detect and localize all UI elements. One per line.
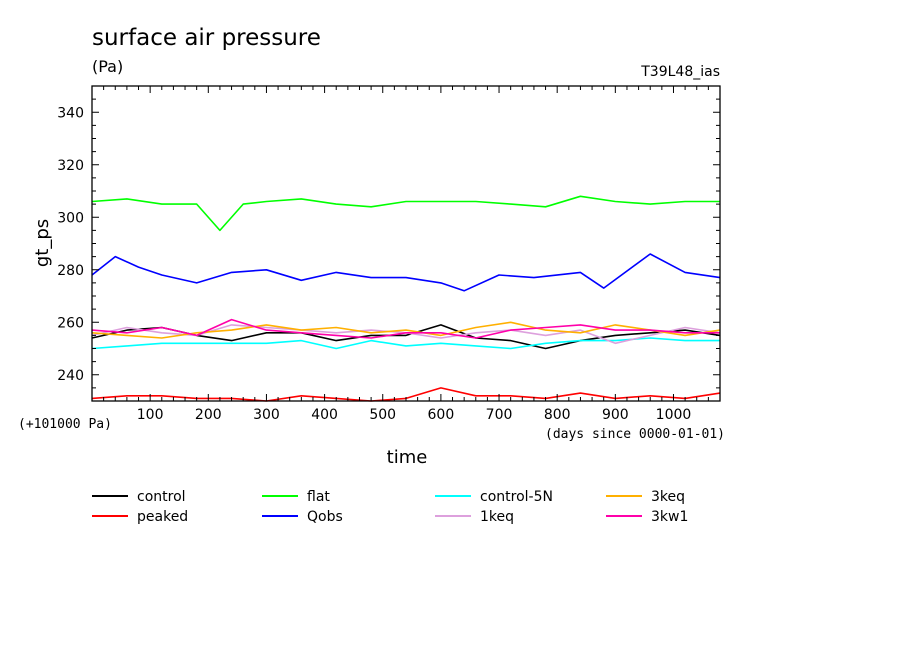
chart-title: surface air pressure xyxy=(92,25,321,51)
plot-frame xyxy=(91,85,721,402)
x-tick-label: 400 xyxy=(311,407,338,423)
x-axis-label: time xyxy=(387,447,428,468)
series-line-3kw1 xyxy=(91,318,720,339)
y-tick-label: 320 xyxy=(57,158,84,174)
series-line-3keq xyxy=(91,321,721,339)
legend-label-Qobs: Qobs xyxy=(307,509,343,525)
chart-unit-label: (Pa) xyxy=(92,57,123,76)
series-line-control xyxy=(91,324,721,350)
x-tick-label: 200 xyxy=(195,407,222,423)
legend-label-flat: flat xyxy=(307,489,330,505)
legend-label-3keq: 3keq xyxy=(651,489,685,505)
series-line-control-5N xyxy=(91,337,720,350)
legend-label-peaked: peaked xyxy=(137,509,188,525)
x-tick-label: 1000 xyxy=(656,407,692,423)
y-axis-label: gt_ps xyxy=(32,219,53,267)
experiment-label: T39L48_ias xyxy=(640,64,720,80)
y-tick-label: 240 xyxy=(57,368,84,384)
x-tick-label: 300 xyxy=(253,407,280,423)
legend: control peaked flat Qobs control-5N 1keq 3keq 3… xyxy=(92,489,688,525)
series-lines xyxy=(91,195,721,402)
legend-label-control: control xyxy=(137,489,186,505)
x-tick-label: 700 xyxy=(486,407,513,423)
y-offset-note: (+101000 Pa) xyxy=(18,417,112,432)
series-line-Qobs xyxy=(91,253,721,292)
y-tick-label: 300 xyxy=(57,210,84,226)
x-tick-label: 600 xyxy=(428,407,455,423)
x-tick-label: 900 xyxy=(602,407,629,423)
series-line-flat xyxy=(91,195,720,232)
y-tick-label: 280 xyxy=(57,263,84,279)
y-tick-label: 260 xyxy=(57,315,84,331)
axis-ticks: 100 200 300 400 500 600 700 800 900 1000 240 260 280… xyxy=(57,86,720,423)
legend-label-3kw1: 3kw1 xyxy=(651,509,688,525)
x-tick-label: 100 xyxy=(137,407,164,423)
legend-label-1keq: 1keq xyxy=(480,509,514,525)
x-units-note: (days since 0000-01-01) xyxy=(545,427,725,442)
x-tick-label: 500 xyxy=(369,407,396,423)
x-tick-label: 800 xyxy=(544,407,571,423)
legend-label-control-5N: control-5N xyxy=(480,489,553,505)
y-tick-label: 340 xyxy=(57,105,84,121)
